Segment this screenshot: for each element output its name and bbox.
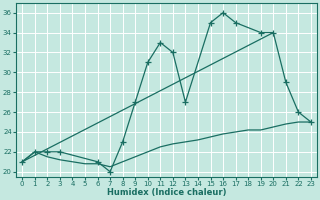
X-axis label: Humidex (Indice chaleur): Humidex (Indice chaleur) <box>107 188 226 197</box>
